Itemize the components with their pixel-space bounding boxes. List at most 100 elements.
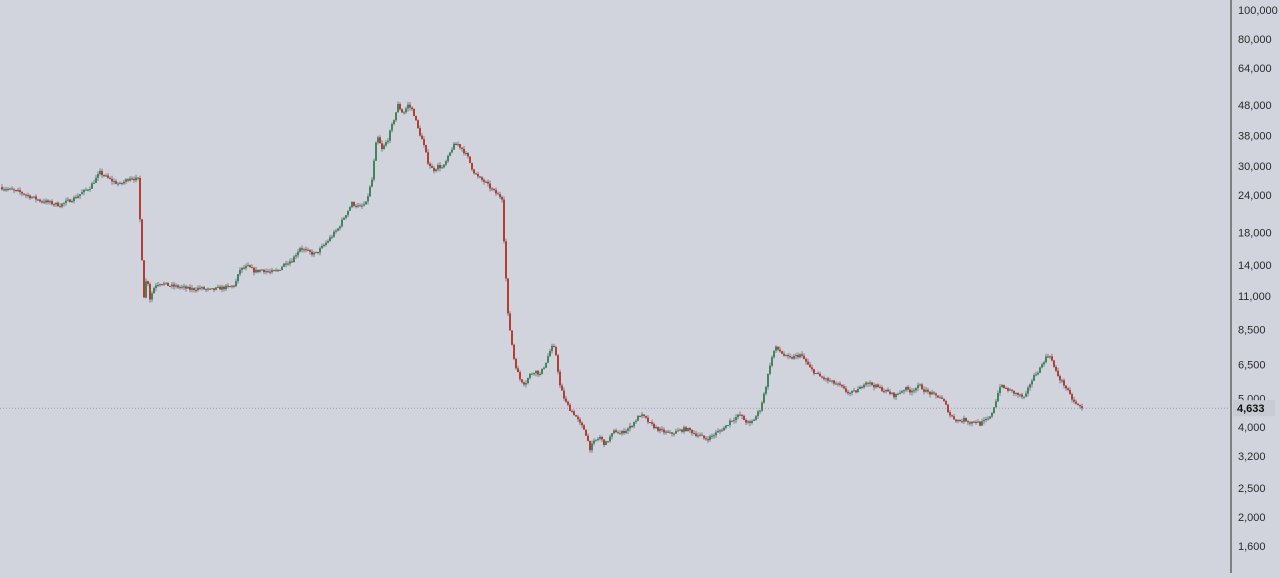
candle-body <box>835 383 837 385</box>
candle-body <box>313 252 315 255</box>
candle-body <box>93 182 95 184</box>
candle <box>1043 360 1045 368</box>
candle <box>943 398 945 402</box>
candle <box>801 351 803 358</box>
candle <box>1047 353 1049 359</box>
candle <box>607 441 609 443</box>
candle <box>73 195 75 204</box>
candle-body <box>735 417 737 421</box>
candle-body <box>923 389 925 392</box>
candle-body <box>983 420 985 422</box>
candle <box>321 243 323 249</box>
candle-body <box>1037 372 1039 375</box>
candle-body <box>37 199 39 201</box>
candle <box>1067 387 1069 392</box>
candle <box>155 282 157 292</box>
candle <box>823 375 825 381</box>
candle-body <box>571 411 573 413</box>
candle <box>329 234 331 242</box>
candle-body <box>175 285 177 287</box>
candle-body <box>681 429 683 432</box>
candle <box>839 381 841 387</box>
candle-body <box>269 271 271 273</box>
candle <box>877 383 879 388</box>
candle-body <box>1043 362 1045 365</box>
candle <box>621 430 623 436</box>
candle <box>433 165 435 174</box>
candle-body <box>511 330 513 345</box>
candle <box>487 179 489 187</box>
candle <box>769 362 771 376</box>
candle-body <box>1073 399 1075 402</box>
candle <box>843 384 845 390</box>
candle <box>397 101 399 113</box>
candle-body <box>837 383 839 385</box>
candle <box>935 392 937 399</box>
candle <box>449 152 451 157</box>
candle <box>571 409 573 413</box>
candle-body <box>87 189 89 191</box>
candle <box>587 433 589 442</box>
candle-body <box>169 285 171 287</box>
candle <box>667 429 669 433</box>
candle <box>1077 403 1079 406</box>
price-axis-tick-label: 14,000 <box>1238 260 1272 272</box>
candle-body <box>595 439 597 441</box>
candle-body <box>437 165 439 170</box>
candle <box>143 260 145 298</box>
candle-body <box>847 391 849 394</box>
candle-body <box>129 178 131 181</box>
candle-body <box>303 249 305 251</box>
candle <box>677 427 679 432</box>
candle <box>191 285 193 293</box>
candle-body <box>1019 394 1021 396</box>
candle-body <box>981 421 983 426</box>
candle-body <box>809 364 811 368</box>
candle <box>597 437 599 442</box>
candle-body <box>699 434 701 436</box>
candle-body <box>289 261 291 264</box>
candle-body <box>147 281 149 284</box>
candle-body <box>935 393 937 396</box>
candle <box>407 101 409 112</box>
candle <box>55 202 57 208</box>
candle-body <box>1067 388 1069 390</box>
candle <box>465 150 467 156</box>
candle-body <box>1035 374 1037 376</box>
candle-body <box>391 124 393 131</box>
candle-body <box>557 355 559 372</box>
candle-body <box>135 177 137 181</box>
candle <box>141 218 143 261</box>
candle <box>193 287 195 293</box>
candle-body <box>691 429 693 434</box>
candle-body <box>297 251 299 256</box>
candle <box>379 135 381 144</box>
candle <box>183 283 185 291</box>
candle-body <box>637 415 639 421</box>
candle <box>125 178 127 185</box>
candle-body <box>987 418 989 420</box>
candle-body <box>507 278 509 314</box>
candle <box>705 436 707 441</box>
candle-body <box>793 355 795 359</box>
candle <box>313 251 315 258</box>
candle-body <box>673 433 675 435</box>
candle <box>799 353 801 359</box>
candle-body <box>115 181 117 184</box>
price-axis[interactable]: 100,000 80,000 64,000 48,000 38,000 30,000 24,… <box>1230 0 1278 573</box>
candle-body <box>357 205 359 207</box>
candle-body <box>389 130 391 141</box>
candle-body <box>1045 356 1047 363</box>
candle-body <box>643 414 645 416</box>
candle-body <box>503 199 505 242</box>
candle-body <box>587 435 589 441</box>
candle <box>363 201 365 207</box>
candle <box>297 248 299 258</box>
candle <box>895 393 897 401</box>
candle <box>765 385 767 396</box>
candle <box>929 391 931 398</box>
candle <box>779 346 781 353</box>
candle <box>315 251 317 254</box>
